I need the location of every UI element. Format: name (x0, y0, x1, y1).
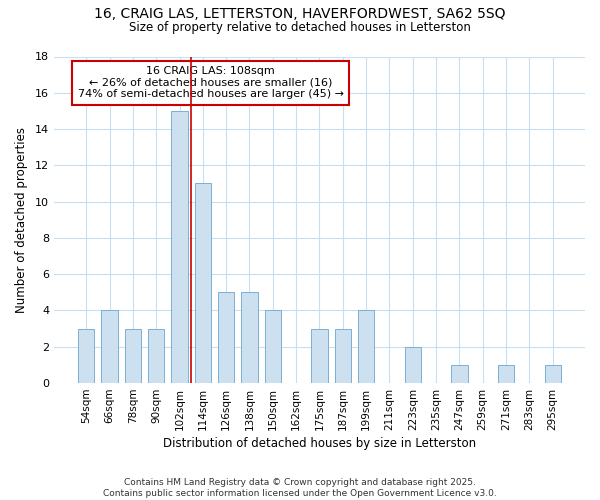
Bar (101, 310, 118, 383)
X-axis label: Distribution of detached houses by size in Letterston: Distribution of detached houses by size … (163, 437, 476, 450)
Bar (404, 347, 421, 383)
Bar (125, 328, 141, 383)
Bar (311, 328, 328, 383)
Bar (335, 328, 351, 383)
Bar (265, 310, 281, 383)
Bar (241, 292, 257, 383)
Bar (194, 184, 211, 383)
Bar (545, 365, 561, 383)
Bar (451, 365, 467, 383)
Bar (148, 328, 164, 383)
Text: 16, CRAIG LAS, LETTERSTON, HAVERFORDWEST, SA62 5SQ: 16, CRAIG LAS, LETTERSTON, HAVERFORDWEST… (94, 8, 506, 22)
Text: Size of property relative to detached houses in Letterston: Size of property relative to detached ho… (129, 21, 471, 34)
Bar (172, 111, 188, 383)
Bar (358, 310, 374, 383)
Bar (78, 328, 94, 383)
Text: Contains HM Land Registry data © Crown copyright and database right 2025.
Contai: Contains HM Land Registry data © Crown c… (103, 478, 497, 498)
Y-axis label: Number of detached properties: Number of detached properties (15, 127, 28, 313)
Bar (498, 365, 514, 383)
Bar (218, 292, 235, 383)
Text: 16 CRAIG LAS: 108sqm
← 26% of detached houses are smaller (16)
74% of semi-detac: 16 CRAIG LAS: 108sqm ← 26% of detached h… (77, 66, 344, 100)
